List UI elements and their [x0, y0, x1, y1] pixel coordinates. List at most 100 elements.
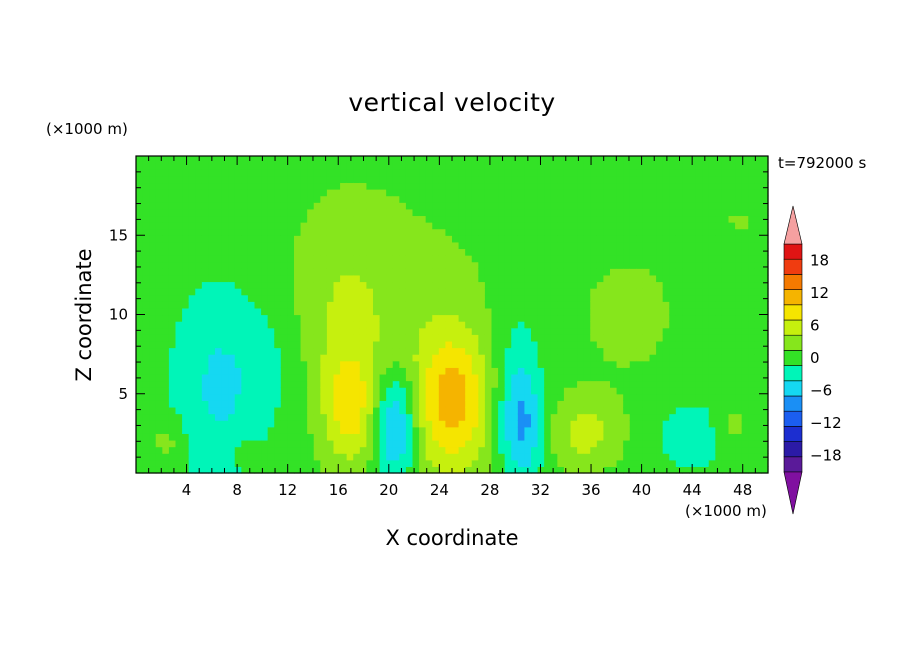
field-cell	[300, 393, 308, 401]
field-cell	[175, 255, 183, 263]
field-cell	[359, 215, 368, 223]
field-cell	[155, 175, 163, 184]
field-cell	[195, 321, 203, 329]
colorbar-under-arrow	[783, 471, 803, 515]
field-cell	[241, 294, 249, 302]
field-cell	[340, 222, 348, 230]
field-cell	[761, 321, 769, 329]
field-cell	[234, 162, 242, 170]
field-cell	[149, 301, 157, 309]
field-cell	[649, 268, 657, 276]
field-cell	[544, 426, 552, 434]
field-cell	[247, 301, 256, 309]
field-cell	[149, 274, 157, 283]
field-cell	[728, 400, 736, 408]
field-cell	[188, 433, 196, 441]
field-cell	[445, 222, 453, 230]
field-cell	[623, 274, 631, 283]
field-cell	[452, 439, 460, 448]
field-cell	[346, 340, 354, 349]
field-cell	[373, 426, 381, 434]
field-cell	[340, 294, 348, 302]
field-cell	[741, 314, 749, 322]
field-cell	[136, 347, 144, 355]
field-cell	[274, 294, 282, 302]
field-cell	[228, 222, 236, 230]
field-cell	[695, 406, 703, 415]
field-cell	[656, 400, 664, 408]
field-cell	[320, 413, 328, 421]
field-cell	[623, 439, 631, 448]
field-cell	[702, 215, 710, 223]
field-cell	[386, 189, 394, 197]
field-cell	[642, 274, 651, 283]
field-cell	[675, 334, 684, 342]
field-cell	[215, 439, 223, 448]
field-cell	[511, 202, 519, 210]
field-cell	[294, 261, 302, 269]
field-cell	[748, 294, 756, 302]
field-cell	[313, 189, 321, 197]
field-cell	[458, 433, 466, 441]
field-cell	[379, 406, 387, 415]
field-cell	[392, 327, 400, 335]
field-cell	[294, 433, 302, 441]
field-cell	[636, 453, 644, 461]
field-cell	[280, 413, 289, 421]
field-cell	[425, 433, 433, 441]
field-cell	[280, 367, 289, 375]
field-cell	[201, 413, 210, 421]
field-cell	[353, 354, 361, 362]
field-cell	[373, 387, 381, 395]
field-cell	[379, 347, 387, 355]
field-cell	[616, 189, 624, 197]
field-cell	[254, 439, 262, 448]
field-cell	[300, 433, 308, 441]
field-cell	[399, 327, 407, 335]
field-cell	[379, 334, 387, 342]
field-cell	[379, 380, 387, 388]
field-cell	[320, 281, 328, 289]
field-cell	[175, 281, 183, 289]
field-cell	[471, 340, 479, 349]
field-cell	[603, 175, 611, 184]
field-cell	[656, 334, 664, 342]
field-cell	[656, 420, 664, 428]
field-cell	[458, 195, 466, 203]
field-cell	[478, 222, 486, 230]
field-cell	[215, 195, 223, 203]
field-cell	[399, 222, 407, 230]
field-cell	[254, 367, 262, 375]
field-cell	[465, 248, 473, 256]
field-cell	[274, 255, 282, 263]
field-cell	[261, 222, 269, 230]
field-cell	[491, 235, 499, 243]
field-cell	[531, 255, 539, 263]
field-cell	[215, 433, 223, 441]
field-cell	[247, 354, 256, 362]
field-cell	[478, 380, 486, 388]
field-cell	[649, 459, 657, 467]
field-cell	[563, 420, 572, 428]
field-cell	[399, 281, 407, 289]
field-cell	[373, 261, 381, 269]
field-cell	[425, 241, 433, 250]
field-cell	[616, 367, 624, 375]
field-cell	[550, 189, 558, 197]
field-cell	[399, 255, 407, 263]
field-cell	[761, 446, 769, 454]
field-cell	[531, 195, 539, 203]
field-cell	[708, 367, 716, 375]
field-cell	[465, 334, 473, 342]
field-cell	[419, 208, 427, 217]
field-cell	[247, 406, 256, 415]
field-cell	[149, 453, 157, 461]
field-cell	[261, 466, 269, 474]
field-cell	[320, 367, 328, 375]
field-cell	[221, 354, 229, 362]
field-cell	[254, 281, 262, 289]
field-cell	[537, 169, 545, 177]
field-cell	[491, 182, 499, 190]
field-cell	[458, 466, 466, 474]
field-cell	[708, 400, 716, 408]
